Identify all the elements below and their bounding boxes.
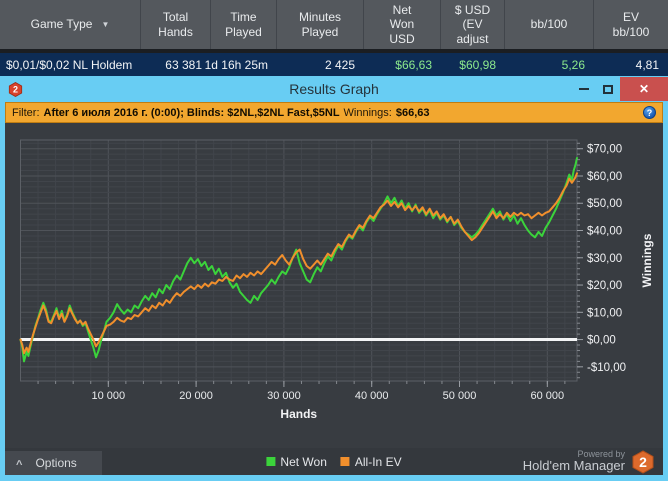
minimize-button[interactable] bbox=[572, 76, 596, 102]
chevron-up-icon: ^ bbox=[16, 459, 23, 471]
column-header-bb100[interactable]: bb/100 bbox=[505, 0, 594, 49]
cell-time-played: 1d 16h 25m bbox=[204, 57, 268, 72]
allin-ev-swatch-icon bbox=[340, 457, 350, 466]
svg-text:Winnings: Winnings bbox=[640, 233, 654, 287]
svg-text:10 000: 10 000 bbox=[91, 390, 125, 402]
filter-label: Filter: bbox=[12, 106, 40, 119]
column-header-total-hands[interactable]: Total Hands bbox=[141, 0, 211, 49]
table-separator bbox=[0, 49, 668, 53]
column-header-net-won-usd[interactable]: Net Won USD bbox=[364, 0, 441, 49]
svg-text:$20,00: $20,00 bbox=[587, 280, 622, 292]
svg-text:$30,00: $30,00 bbox=[587, 253, 622, 265]
column-header-ev-bb100[interactable]: EV bb/100 bbox=[612, 10, 650, 39]
window-title: Results Graph bbox=[289, 81, 379, 97]
chart-legend: Net Won All-In EV bbox=[266, 448, 402, 475]
cell-total-hands: 63 381 bbox=[165, 57, 202, 72]
column-header-usd-ev-adjust[interactable]: $ USD (EV adjust bbox=[441, 0, 505, 49]
cell-bb100: 5,26 bbox=[561, 57, 585, 72]
legend-allin-ev-label: All-In EV bbox=[354, 454, 402, 469]
maximize-button[interactable] bbox=[596, 76, 620, 102]
cell-game-type: $0,01/$0,02 NL Holdem bbox=[6, 57, 133, 72]
svg-text:$40,00: $40,00 bbox=[587, 226, 622, 238]
winnings-label: Winnings: bbox=[343, 106, 392, 119]
sort-arrow-icon: ▼ bbox=[101, 19, 110, 29]
svg-text:30 000: 30 000 bbox=[267, 390, 301, 402]
results-table-header: Game Type ▼ Total Hands Time Played Minu… bbox=[0, 0, 668, 49]
options-button-label: Options bbox=[35, 456, 77, 470]
hm2-brand-icon: 2 bbox=[632, 449, 654, 474]
filter-bar[interactable]: Filter: After 6 июля 2016 г. (0:00); Bli… bbox=[5, 102, 663, 123]
svg-text:20 000: 20 000 bbox=[179, 390, 213, 402]
powered-by-branding: Powered by Hold'em Manager 2 bbox=[522, 448, 663, 474]
column-header-minutes-played[interactable]: Minutes Played bbox=[277, 0, 364, 49]
net-won-swatch-icon bbox=[266, 457, 276, 466]
svg-text:50 000: 50 000 bbox=[443, 390, 477, 402]
svg-text:2: 2 bbox=[639, 454, 647, 470]
title-bar[interactable]: Results Graph 2 ✕ bbox=[0, 76, 668, 102]
brand-name: Hold'em Manager bbox=[522, 458, 625, 474]
legend-net-won-label: Net Won bbox=[280, 454, 327, 469]
svg-text:Hands: Hands bbox=[280, 407, 317, 421]
chart-canvas: 10 000 20 000 30 000 40 000 50 000 60 000 $70,… bbox=[19, 139, 654, 421]
hm2-app-icon: 2 bbox=[8, 81, 23, 97]
cell-ev-bb100: 4,81 bbox=[635, 57, 659, 72]
svg-text:$50,00: $50,00 bbox=[587, 198, 622, 210]
svg-text:$60,00: $60,00 bbox=[587, 171, 622, 183]
svg-text:$70,00: $70,00 bbox=[587, 144, 622, 156]
cell-net-won-usd: $66,63 bbox=[395, 57, 432, 72]
cell-minutes-played: 2 425 bbox=[324, 57, 355, 72]
winnings-chart: 10 000 20 000 30 000 40 000 50 000 60 000 $70,… bbox=[5, 123, 663, 448]
table-row[interactable]: $0,01/$0,02 NL Holdem 63 381 1d 16h 25m … bbox=[0, 53, 668, 76]
cell-usd-ev-adjust: $60,98 bbox=[459, 57, 496, 72]
winnings-value: $66,63 bbox=[395, 106, 430, 119]
svg-text:40 000: 40 000 bbox=[355, 390, 389, 402]
powered-by-label: Powered by bbox=[577, 448, 625, 459]
column-header-game-type[interactable]: Game Type ▼ bbox=[0, 0, 141, 49]
bottom-bar: ^ Options Net Won All-In EV Powered by H… bbox=[5, 448, 663, 475]
svg-text:$10,00: $10,00 bbox=[587, 307, 622, 319]
options-button[interactable]: ^ Options bbox=[5, 451, 102, 475]
help-icon[interactable]: ? bbox=[643, 106, 656, 119]
svg-text:60 000: 60 000 bbox=[530, 390, 564, 402]
column-header-time-played[interactable]: Time Played bbox=[211, 0, 277, 49]
svg-text:-$10,00: -$10,00 bbox=[587, 362, 626, 374]
svg-text:$0,00: $0,00 bbox=[587, 335, 616, 347]
results-graph-window: Results Graph 2 ✕ Filter: After 6 июля 2… bbox=[0, 76, 668, 481]
svg-text:2: 2 bbox=[13, 84, 18, 94]
legend-item-allin-ev: All-In EV bbox=[340, 454, 402, 469]
legend-item-net-won: Net Won bbox=[266, 454, 327, 469]
filter-criteria: After 6 июля 2016 г. (0:00); Blinds: $2N… bbox=[43, 106, 340, 119]
close-button[interactable]: ✕ bbox=[620, 77, 668, 101]
